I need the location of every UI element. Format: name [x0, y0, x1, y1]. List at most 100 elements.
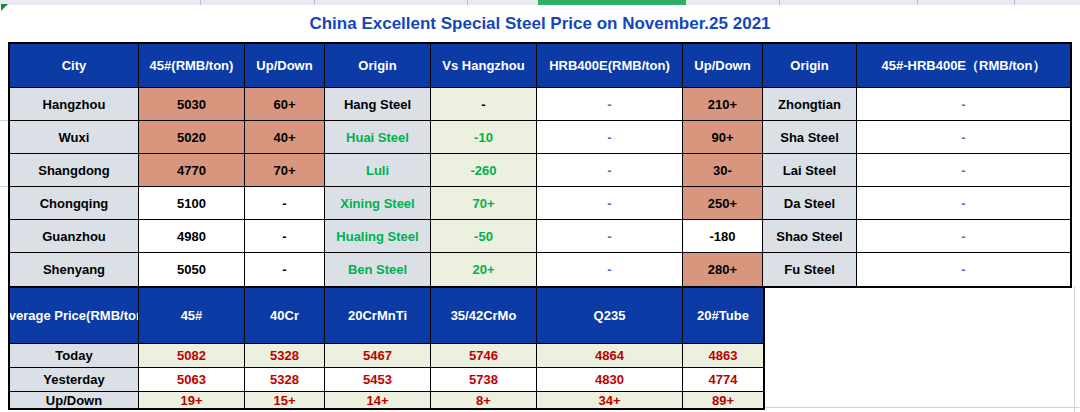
price-table-cell: 20+	[431, 253, 537, 286]
price-table-cell: Shangdong	[10, 154, 139, 187]
price-table: City45#(RMB/ton)Up/DownOriginVs Hangzhou…	[8, 42, 1072, 288]
price-table-cell: Ben Steel	[325, 253, 431, 286]
price-table-cell: 60+	[245, 88, 325, 121]
price-table-cell: -	[537, 187, 683, 220]
price-table-cell: Fu Steel	[763, 253, 857, 286]
price-table-cell: Hualing Steel	[325, 220, 431, 253]
price-table-cell: 5100	[139, 187, 245, 220]
price-table-header: 45#-HRB400E（RMB/ton）	[857, 44, 1070, 88]
average-price-table: Average Price(RMB/ton)45#40Cr20CrMnTi35/…	[8, 288, 765, 410]
average-table-header: Q235	[537, 288, 683, 344]
price-table-cell: Wuxi	[10, 121, 139, 154]
price-table-header: Origin	[763, 44, 857, 88]
price-table-cell: 30-	[683, 154, 763, 187]
average-table-cell: 4864	[537, 344, 683, 368]
average-table-cell: 8+	[431, 392, 537, 408]
average-table-cell: 5063	[139, 368, 245, 392]
price-table-cell: -	[537, 121, 683, 154]
price-table-cell: -	[431, 88, 537, 121]
price-table-cell: -	[857, 121, 1070, 154]
price-table-header: 45#(RMB/ton)	[139, 44, 245, 88]
page-title: China Excellent Special Steel Price on N…	[8, 5, 1072, 42]
price-table-cell: -260	[431, 154, 537, 187]
average-table-cell: 5082	[139, 344, 245, 368]
price-table-cell: 70+	[431, 187, 537, 220]
price-table-cell: 280+	[683, 253, 763, 286]
average-table-header: 20CrMnTi	[325, 288, 431, 344]
price-table-cell: Huai Steel	[325, 121, 431, 154]
price-table-cell: Chongqing	[10, 187, 139, 220]
price-table-cell: 210+	[683, 88, 763, 121]
price-table-cell: Sha Steel	[763, 121, 857, 154]
average-table-cell: 5328	[245, 344, 325, 368]
price-table-cell: Lai Steel	[763, 154, 857, 187]
price-table-cell: -	[857, 253, 1070, 286]
price-table-cell: 90+	[683, 121, 763, 154]
price-table-cell: -	[537, 154, 683, 187]
price-table-header: HRB400E(RMB/ton)	[537, 44, 683, 88]
average-table-cell: 19+	[139, 392, 245, 408]
average-table-label: Average Price(RMB/ton)	[10, 288, 139, 344]
average-table-cell: 14+	[325, 392, 431, 408]
margin-gridline	[1074, 286, 1075, 412]
price-table-cell: -	[245, 187, 325, 220]
price-table-cell: -	[537, 88, 683, 121]
margin-gridline	[0, 120, 8, 121]
margin-gridline	[0, 186, 8, 187]
average-table-cell: 5746	[431, 344, 537, 368]
spreadsheet-canvas: { "sheet": { "title": "China Excellent S…	[0, 0, 1080, 412]
price-table-cell: Hangzhou	[10, 88, 139, 121]
price-table-header: Up/Down	[245, 44, 325, 88]
average-table-cell: 4830	[537, 368, 683, 392]
price-table-cell: -10	[431, 121, 537, 154]
price-table-header: Origin	[325, 44, 431, 88]
price-table-cell: -180	[683, 220, 763, 253]
price-table-header: Vs Hangzhou	[431, 44, 537, 88]
average-table-header: 45#	[139, 288, 245, 344]
price-table-header: Up/Down	[683, 44, 763, 88]
average-table-cell: 5467	[325, 344, 431, 368]
price-table-cell: Xining Steel	[325, 187, 431, 220]
average-table-header: 40Cr	[245, 288, 325, 344]
average-table-header: 35/42CrMo	[431, 288, 537, 344]
price-table-cell: 5020	[139, 121, 245, 154]
price-table-header: City	[10, 44, 139, 88]
price-table-cell: -	[245, 220, 325, 253]
price-table-cell: -	[857, 220, 1070, 253]
price-table-cell: Shenyang	[10, 253, 139, 286]
price-table-cell: -	[857, 154, 1070, 187]
cell-error-indicator-icon	[1, 4, 8, 11]
average-table-cell: Yesterday	[10, 368, 139, 392]
price-table-cell: Guanzhou	[10, 220, 139, 253]
price-table-cell: -	[537, 220, 683, 253]
price-table-cell: Shao Steel	[763, 220, 857, 253]
price-table-cell: 5050	[139, 253, 245, 286]
average-table-cell: 5453	[325, 368, 431, 392]
average-table-cell: 15+	[245, 392, 325, 408]
average-table-cell: 4863	[683, 344, 763, 368]
margin-gridline	[765, 407, 1080, 408]
average-table-cell: Today	[10, 344, 139, 368]
average-table-cell: 34+	[537, 392, 683, 408]
average-table-cell: 5328	[245, 368, 325, 392]
price-table-cell: 5030	[139, 88, 245, 121]
price-table-cell: -	[245, 253, 325, 286]
price-table-cell: Zhongtian	[763, 88, 857, 121]
price-table-cell: Luli	[325, 154, 431, 187]
average-table-cell: 4774	[683, 368, 763, 392]
price-table-cell: Da Steel	[763, 187, 857, 220]
price-table-cell: -	[857, 88, 1070, 121]
price-table-cell: 40+	[245, 121, 325, 154]
average-table-cell: 5738	[431, 368, 537, 392]
price-table-cell: -	[857, 187, 1070, 220]
average-table-cell: 89+	[683, 392, 763, 408]
average-table-cell: Up/Down	[10, 392, 139, 408]
price-table-cell: 70+	[245, 154, 325, 187]
price-table-cell: -	[537, 253, 683, 286]
price-table-cell: 4980	[139, 220, 245, 253]
price-table-cell: 4770	[139, 154, 245, 187]
price-table-cell: 250+	[683, 187, 763, 220]
price-table-cell: -50	[431, 220, 537, 253]
price-table-cell: Hang Steel	[325, 88, 431, 121]
average-table-header: 20#Tube	[683, 288, 763, 344]
